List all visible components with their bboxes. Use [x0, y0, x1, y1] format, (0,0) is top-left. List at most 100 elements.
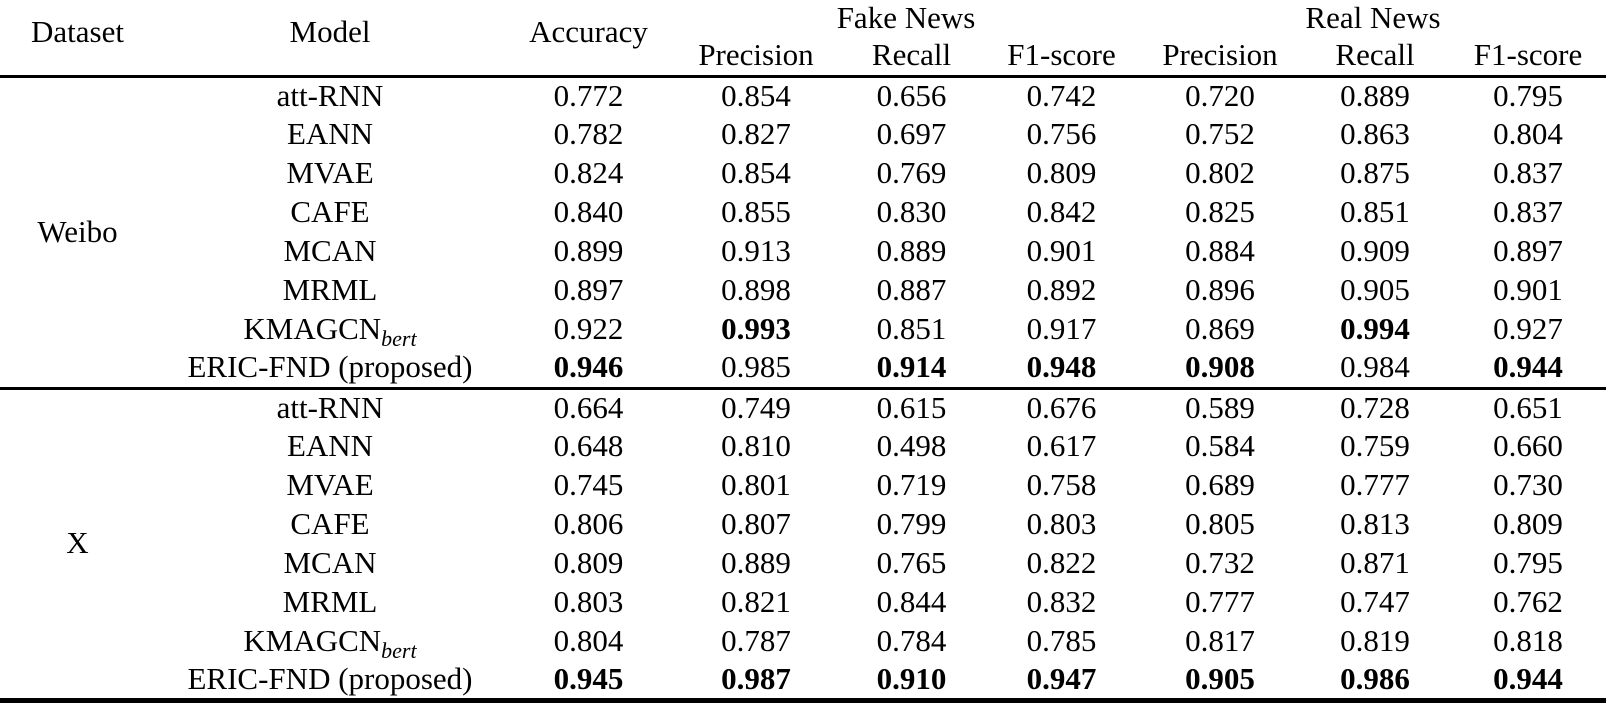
model-subscript: bert: [381, 326, 417, 352]
table-row: CAFE 0.840 0.855 0.830 0.842 0.825 0.851 0.837: [0, 193, 1606, 232]
col-header-fake-precision: Precision: [698, 36, 814, 72]
metric-cell: 0.897: [1493, 233, 1563, 269]
metric-cell: 0.782: [553, 116, 624, 152]
metric-cell: 0.803: [1026, 506, 1097, 542]
col-header-fake-recall: Recall: [871, 36, 952, 72]
table-row: EANN 0.648 0.810 0.498 0.617 0.584 0.759 0.660: [0, 427, 1606, 466]
metric-cell: 0.804: [1493, 116, 1563, 152]
metric-cell: 0.584: [1185, 428, 1255, 464]
metric-cell: 0.854: [721, 77, 791, 113]
metric-cell: 0.756: [1026, 116, 1097, 152]
model-label: MVAE: [286, 467, 374, 503]
metric-cell: 0.822: [1026, 545, 1097, 581]
metric-cell: 0.946: [553, 349, 624, 385]
metric-cell: 0.795: [1493, 77, 1563, 113]
metric-cell: 0.805: [1185, 506, 1255, 542]
metric-cell: 0.802: [1185, 155, 1255, 191]
table-row: MRML 0.897 0.898 0.887 0.892 0.896 0.905 0.901: [0, 271, 1606, 310]
metric-cell: 0.806: [553, 506, 624, 542]
metric-cell: 0.742: [1026, 77, 1097, 113]
metric-cell: 0.914: [876, 349, 947, 385]
metric-cell: 0.769: [876, 155, 947, 191]
metric-cell: 0.676: [1026, 389, 1097, 425]
model-cell: MVAE: [155, 466, 505, 505]
model-cell: MVAE: [155, 154, 505, 193]
metric-cell: 0.772: [553, 77, 624, 113]
metric-cell: 0.817: [1185, 623, 1255, 659]
model-cell: EANN: [155, 115, 505, 154]
table-row: MCAN 0.809 0.889 0.765 0.822 0.732 0.871 0.795: [0, 544, 1606, 583]
metric-cell: 0.765: [876, 545, 947, 581]
metric-cell: 0.871: [1340, 545, 1410, 581]
metric-cell: 0.809: [1026, 155, 1097, 191]
metric-cell: 0.809: [553, 545, 624, 581]
metric-cell: 0.664: [553, 389, 624, 425]
metric-cell: 0.837: [1493, 155, 1563, 191]
metric-cell: 0.844: [876, 584, 947, 620]
model-label: EANN: [286, 428, 374, 464]
metric-cell: 0.656: [876, 77, 947, 113]
col-header-real-recall: Recall: [1335, 36, 1415, 72]
metric-cell: 0.948: [1026, 349, 1097, 385]
group-header-fake-news: Fake News: [836, 0, 976, 35]
metric-cell: 0.732: [1185, 545, 1255, 581]
metric-cell: 0.922: [553, 311, 624, 347]
table-header: Dataset Model Accuracy Fake News Real Ne…: [0, 0, 1606, 76]
metric-cell: 0.689: [1185, 467, 1255, 503]
table-row: MCAN 0.899 0.913 0.889 0.901 0.884 0.909 0.897: [0, 232, 1606, 271]
metric-cell: 0.830: [876, 194, 947, 230]
model-cell: MRML: [155, 583, 505, 622]
metric-cell: 0.908: [1185, 349, 1255, 385]
metric-cell: 0.697: [876, 116, 947, 152]
metric-cell: 0.762: [1493, 584, 1563, 620]
table-row: Weibo att-RNN 0.772 0.854 0.656 0.742 0.720 0.8…: [0, 76, 1606, 247]
metric-cell: 0.720: [1185, 77, 1255, 113]
model-label: MRML: [282, 584, 378, 620]
metric-cell: 0.854: [721, 155, 791, 191]
table-row: KMAGCNbert 0.922 0.993 0.851 0.917 0.869 0.994…: [0, 310, 1606, 349]
metric-cell: 0.784: [876, 623, 947, 659]
col-header-fake-f1: F1-score: [1007, 36, 1116, 72]
metric-cell: 0.777: [1340, 467, 1410, 503]
metric-cell: 0.827: [721, 116, 791, 152]
section-weibo: Weibo att-RNN 0.772 0.854 0.656 0.742 0.720 0.8…: [0, 76, 1606, 388]
metric-cell: 0.807: [721, 506, 791, 542]
metric-cell: 0.809: [1493, 506, 1563, 542]
metric-cell: 0.759: [1340, 428, 1410, 464]
group-header-real-news: Real News: [1305, 0, 1441, 35]
metric-cell: 0.803: [553, 584, 624, 620]
col-header-real-f1: F1-score: [1473, 36, 1583, 72]
metric-cell: 0.909: [1340, 233, 1410, 269]
metric-cell: 0.897: [553, 272, 624, 308]
metric-cell: 0.927: [1493, 311, 1563, 347]
metric-cell: 0.887: [876, 272, 947, 308]
metric-cell: 0.851: [876, 311, 947, 347]
metric-cell: 0.617: [1026, 428, 1097, 464]
metric-cell: 0.896: [1185, 272, 1255, 308]
model-cell: ERIC-FND (proposed): [155, 661, 505, 700]
metric-cell: 0.984: [1340, 349, 1410, 385]
dataset-cell: X: [66, 525, 89, 561]
model-label: att-RNN: [276, 389, 384, 425]
model-cell: CAFE: [155, 193, 505, 232]
table-row: MVAE 0.745 0.801 0.719 0.758 0.689 0.777 0.730: [0, 466, 1606, 505]
metric-cell: 0.498: [876, 428, 947, 464]
model-cell: EANN: [155, 427, 505, 466]
header-row-metrics: Precision Recall F1-score Precision Reca…: [0, 36, 1606, 76]
metric-cell: 0.719: [876, 467, 947, 503]
model-label: MRML: [282, 272, 378, 308]
metric-cell: 0.824: [553, 155, 624, 191]
metric-cell: 0.889: [1340, 77, 1410, 113]
metric-cell: 0.813: [1340, 506, 1410, 542]
metric-cell: 0.799: [876, 506, 947, 542]
metric-cell: 0.615: [876, 389, 947, 425]
model-cell: KMAGCNbert: [155, 622, 505, 661]
metric-cell: 0.821: [721, 584, 791, 620]
model-label: ERIC-FND (proposed): [187, 660, 473, 696]
metric-cell: 0.917: [1026, 311, 1097, 347]
metric-cell: 0.819: [1340, 623, 1410, 659]
table-row: ERIC-FND (proposed) 0.946 0.985 0.914 0.948 0…: [0, 349, 1606, 388]
model-label: CAFE: [290, 506, 370, 542]
metric-cell: 0.855: [721, 194, 791, 230]
